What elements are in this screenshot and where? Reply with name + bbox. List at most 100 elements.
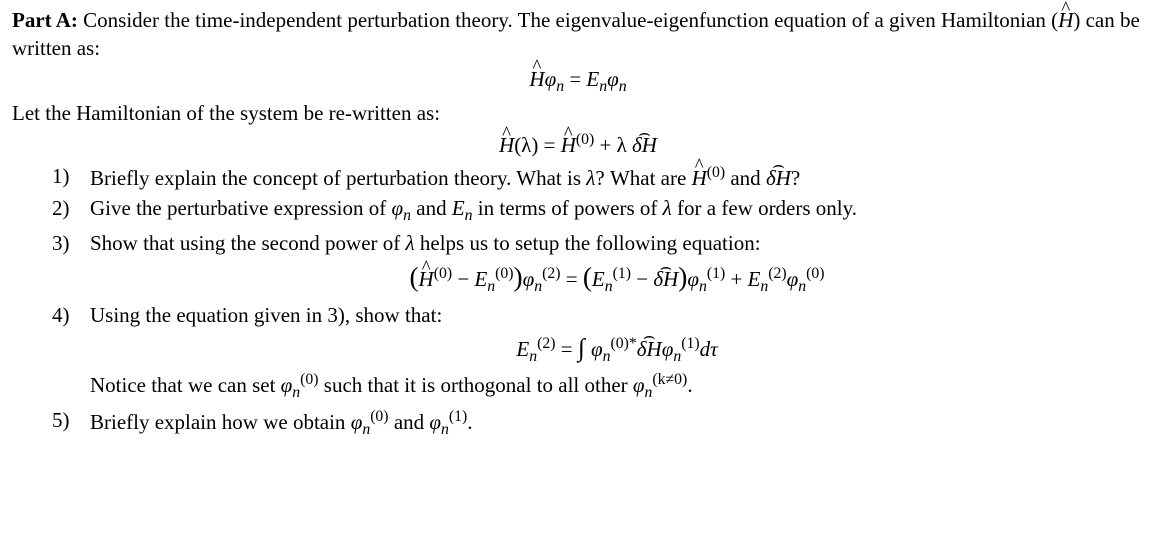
h-hat-icon: H	[419, 265, 434, 293]
sup: (1)	[613, 265, 631, 282]
integral-icon: ∫	[578, 335, 591, 362]
sup: (1)	[707, 265, 725, 282]
equation-3: (H(0) − En(0))φn(2) = (En(1) − δH)φn(1) …	[90, 259, 1144, 297]
sub: n	[362, 421, 370, 438]
intro-paragraph-2: Let the Hamiltonian of the system be re-…	[12, 99, 1144, 127]
paren: (	[583, 262, 592, 292]
equals: =	[544, 133, 556, 157]
sub-n: n	[403, 207, 411, 224]
sub: n	[487, 278, 495, 295]
h-hat-icon: H	[692, 164, 707, 192]
sub: n	[603, 348, 611, 365]
note-text: .	[687, 373, 692, 397]
e-sym: E	[452, 196, 465, 220]
item-number: 2)	[52, 194, 82, 222]
text: .	[467, 410, 472, 434]
phi-sym: φ	[281, 373, 293, 397]
e-sym: E	[516, 337, 529, 361]
intro-paragraph-1: Part A: Consider the time-independent pe…	[12, 6, 1144, 63]
question-item-4: 4) Using the equation given in 3), show …	[52, 301, 1144, 403]
minus: −	[631, 267, 653, 291]
phi-sym: φ	[662, 337, 674, 361]
sub-n: n	[599, 78, 607, 95]
phi-sym: φ	[607, 67, 619, 91]
text: and	[725, 166, 766, 190]
lambda-arg: (λ)	[514, 133, 538, 157]
sup-0: (0)	[576, 131, 594, 148]
text: ?	[791, 166, 800, 190]
plus-lambda: + λ	[600, 133, 633, 157]
question-item-2: 2) Give the perturbative expression of φ…	[52, 194, 1144, 226]
text: Show that using the second power of	[90, 231, 406, 255]
e-sym: E	[586, 67, 599, 91]
item-number: 3)	[52, 229, 82, 257]
equation-2: H(λ) = H(0) + λ δH	[12, 129, 1144, 159]
intro-text-1a: Consider the time-independent perturbati…	[83, 8, 1058, 32]
note-text: Notice that we can set	[90, 373, 281, 397]
text: ? What are	[595, 166, 691, 190]
phi-sym: φ	[687, 267, 699, 291]
h-hat-icon: H	[1058, 6, 1073, 34]
item-number: 4)	[52, 301, 82, 329]
item-number: 1)	[52, 162, 82, 190]
question-item-1: 1) Briefly explain the concept of pertur…	[52, 162, 1144, 192]
question-item-5: 5) Briefly explain how we obtain φn(0) a…	[52, 406, 1144, 440]
text: Give the perturbative expression of	[90, 196, 392, 220]
text: for a few orders only.	[672, 196, 857, 220]
phi-sym: φ	[392, 196, 404, 220]
text: Briefly explain the concept of perturbat…	[90, 166, 586, 190]
lambda-sym: λ	[663, 196, 672, 220]
text: helps us to setup the following equation…	[415, 231, 761, 255]
sup: (2)	[537, 335, 555, 352]
text: and	[389, 410, 430, 434]
dh-hat-icon: δH	[653, 265, 678, 293]
sup: (k≠0)	[652, 371, 687, 388]
phi-sym: φ	[523, 267, 535, 291]
text: Briefly explain how we obtain	[90, 410, 351, 434]
equals: =	[560, 267, 582, 291]
h-hat-icon: H	[561, 131, 576, 159]
text: in terms of powers of	[473, 196, 663, 220]
equals: =	[569, 67, 581, 91]
question-item-3: 3) Show that using the second power of λ…	[52, 229, 1144, 300]
sub: n	[441, 421, 449, 438]
equals: =	[555, 337, 577, 361]
sub: n	[605, 278, 613, 295]
h-hat-icon: H	[499, 131, 514, 159]
e-sym: E	[592, 267, 605, 291]
sub-n: n	[619, 78, 627, 95]
dtau: dτ	[700, 337, 718, 361]
item-body: Show that using the second power of λ he…	[82, 229, 1144, 300]
item-body: Using the equation given in 3), show tha…	[82, 301, 1144, 403]
item-body: Briefly explain how we obtain φn(0) and …	[82, 406, 1144, 440]
phi-sym: φ	[591, 337, 603, 361]
item-body: Briefly explain the concept of perturbat…	[82, 162, 1144, 192]
equation-4: En(2) = ∫ φn(0)*δHφn(1)dτ	[90, 332, 1144, 367]
dh-hat-icon: δH	[637, 335, 662, 363]
h-hat-icon: H	[529, 65, 544, 93]
sub: n	[798, 278, 806, 295]
sub: n	[534, 278, 542, 295]
minus: −	[452, 267, 474, 291]
e-sym: E	[474, 267, 487, 291]
sup: (0)	[370, 408, 388, 425]
phi-sym: φ	[633, 373, 645, 397]
item-number: 5)	[52, 406, 82, 434]
item-body: Give the perturbative expression of φn a…	[82, 194, 1144, 226]
sup: (0)	[495, 265, 513, 282]
sup: (0)*	[611, 335, 637, 352]
phi-sym: φ	[351, 410, 363, 434]
sub: n	[529, 348, 537, 365]
sup-0: (0)	[707, 164, 725, 181]
sub-n: n	[465, 207, 473, 224]
note-text: such that it is orthogonal to all other	[319, 373, 633, 397]
paren: (	[409, 262, 418, 292]
dh-hat-icon: δH	[766, 164, 791, 192]
page: Part A: Consider the time-independent pe…	[0, 0, 1156, 452]
question-list: 1) Briefly explain the concept of pertur…	[52, 162, 1144, 440]
text: Using the equation given in 3), show tha…	[90, 303, 442, 327]
sup: (0)	[300, 371, 318, 388]
sup: (2)	[542, 265, 560, 282]
sup: (1)	[681, 335, 699, 352]
sup: (1)	[449, 408, 467, 425]
